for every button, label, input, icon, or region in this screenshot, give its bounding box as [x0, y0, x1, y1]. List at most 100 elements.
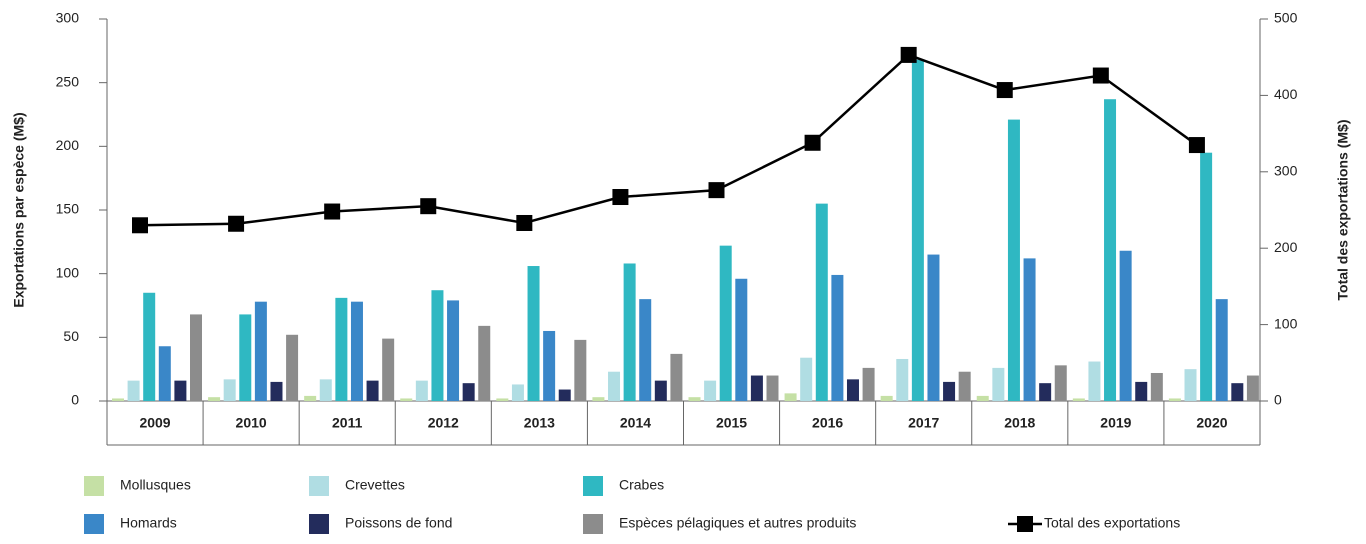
- bar: [174, 380, 187, 401]
- bar: [608, 371, 621, 401]
- line-marker: [804, 134, 821, 151]
- bar: [815, 203, 828, 401]
- bar: [1088, 361, 1101, 401]
- x-tick-label: 2013: [524, 415, 555, 431]
- line-marker: [612, 189, 629, 206]
- line: [139, 53, 1198, 227]
- line-marker: [516, 214, 533, 231]
- bar: [750, 375, 763, 401]
- bar: [382, 338, 395, 401]
- bar: [478, 325, 491, 401]
- bar: [992, 367, 1005, 401]
- y2-tick-label: 400: [1274, 86, 1298, 102]
- bar: [735, 278, 748, 401]
- x-tick-label: 2020: [1196, 415, 1227, 431]
- y-tick-label: 250: [56, 73, 80, 89]
- bar: [846, 379, 859, 401]
- x-tick-label: 2012: [428, 415, 459, 431]
- bar: [270, 381, 283, 401]
- bar: [366, 380, 379, 401]
- bar: [208, 397, 221, 401]
- bar: [1104, 99, 1117, 401]
- line-marker: [420, 198, 437, 215]
- bar: [574, 339, 587, 401]
- bar: [958, 371, 971, 401]
- bar: [112, 398, 124, 401]
- bar: [223, 379, 236, 401]
- y2-tick-label: 500: [1274, 10, 1298, 26]
- x-tick-label: 2016: [812, 415, 843, 431]
- y2-tick-label: 300: [1274, 163, 1298, 179]
- bar: [1135, 381, 1148, 401]
- bar: [496, 398, 509, 401]
- line-marker: [996, 82, 1013, 99]
- y-tick-label: 100: [56, 264, 80, 280]
- bar: [190, 314, 202, 401]
- bar: [158, 346, 171, 401]
- bar: [127, 380, 140, 401]
- bar: [1054, 365, 1067, 401]
- y2-axis-title: Total des exportations (M$): [1335, 120, 1351, 301]
- x-tick-label: 2011: [332, 415, 363, 431]
- bar: [415, 380, 428, 401]
- bar: [1072, 398, 1085, 401]
- legend-label: Poissons de fond: [345, 515, 452, 531]
- x-tick-label: 2010: [236, 415, 267, 431]
- bar: [1246, 375, 1259, 401]
- bar: [447, 300, 460, 401]
- x-tick-label: 2018: [1004, 415, 1035, 431]
- legend-label: Crabes: [619, 477, 664, 493]
- legend-label: Homards: [120, 515, 177, 531]
- bar: [1215, 299, 1228, 401]
- y-tick-label: 50: [63, 328, 79, 344]
- bar: [511, 384, 524, 401]
- bar: [927, 254, 940, 401]
- legend-marker: [1017, 516, 1033, 532]
- bar: [1039, 383, 1052, 401]
- legend-label: Espèces pélagiques et autres produits: [619, 515, 856, 531]
- line-marker: [708, 182, 725, 199]
- y-tick-label: 150: [56, 201, 80, 217]
- bar: [543, 330, 556, 401]
- y-axis-title: Exportations par espèce (M$): [11, 112, 27, 307]
- line-marker: [1188, 137, 1205, 154]
- x-tick-label: 2015: [716, 415, 747, 431]
- bar: [639, 299, 652, 401]
- legend-label: Mollusques: [120, 477, 191, 493]
- legend-swatch: [84, 514, 104, 534]
- bar: [335, 297, 348, 401]
- legend-swatch: [84, 476, 104, 496]
- bar: [1231, 383, 1244, 401]
- bar: [719, 245, 732, 401]
- bar: [286, 334, 299, 401]
- bar: [1200, 152, 1213, 401]
- bar: [688, 397, 701, 401]
- bar: [862, 367, 875, 401]
- bar: [319, 379, 332, 401]
- line-marker: [900, 46, 917, 63]
- bar: [304, 395, 317, 401]
- bar: [784, 393, 797, 401]
- legend-label: Total des exportations: [1044, 515, 1180, 531]
- line-marker: [324, 203, 341, 220]
- line-marker: [1092, 67, 1109, 84]
- bar: [896, 358, 909, 401]
- bar: [654, 380, 667, 401]
- bar: [350, 301, 363, 401]
- bar: [831, 274, 844, 401]
- y2-tick-label: 0: [1274, 392, 1282, 408]
- x-tick-label: 2014: [620, 415, 651, 431]
- bar: [1007, 119, 1020, 402]
- bar: [254, 301, 267, 401]
- bar: [431, 290, 444, 401]
- bar: [800, 357, 813, 401]
- legend-swatch: [309, 476, 329, 496]
- legend-swatch: [309, 514, 329, 534]
- y-tick-label: 300: [56, 10, 80, 26]
- x-tick-label: 2019: [1100, 415, 1131, 431]
- y-tick-label: 200: [56, 137, 80, 153]
- x-tick-label: 2017: [908, 415, 939, 431]
- bar: [462, 383, 475, 401]
- bar: [558, 389, 571, 401]
